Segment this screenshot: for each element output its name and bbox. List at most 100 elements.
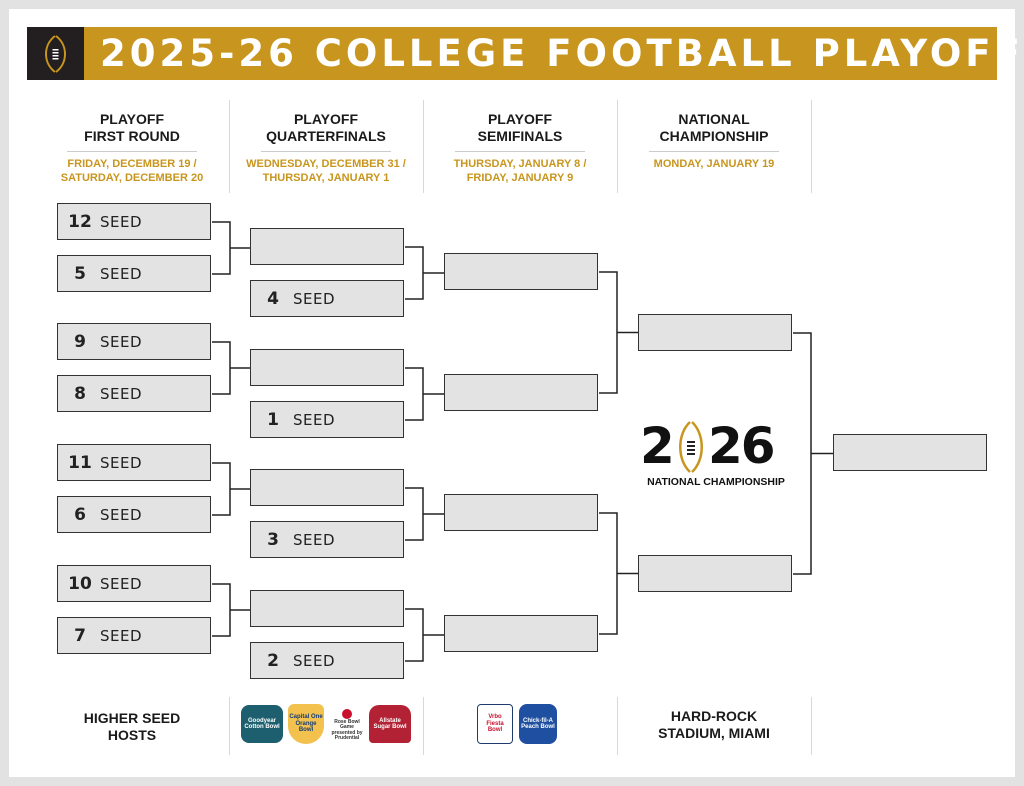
round-title-line: PLAYOFF <box>487 111 553 127</box>
bracket-connector <box>212 583 250 637</box>
seed-label: SEED <box>100 626 143 645</box>
round-header: PLAYOFF FIRST ROUND FRIDAY, DECEMBER 19 / S… <box>42 111 222 185</box>
seed-label: SEED <box>100 505 143 524</box>
bowl-name: Vrbo Fiesta Bowl <box>486 714 504 734</box>
bowl-name: Chick-fil-A Peach Bowl <box>521 717 555 731</box>
logo-subtitle: NATIONAL CHAMPIONSHIP <box>647 476 785 488</box>
round-title-line: SEMIFINALS <box>477 128 563 144</box>
seed-label: SEED <box>100 332 143 351</box>
bowl-name: Capital One Orange Bowl <box>289 714 323 734</box>
first-round-slot[interactable]: 8 SEED <box>57 375 211 412</box>
quarterfinals-slot[interactable] <box>250 228 404 265</box>
column-divider <box>423 697 424 755</box>
round-title: PLAYOFF SEMIFINALS <box>430 111 610 145</box>
bowl-name: Rose Bowl Game presented by Prudential <box>331 718 363 741</box>
championship-venue: HARD-ROCK STADIUM, MIAMI <box>624 708 804 742</box>
round-date-line: SATURDAY, DECEMBER 20 <box>60 172 204 184</box>
bracket-connector <box>405 487 444 541</box>
column-divider <box>811 697 812 755</box>
column-divider <box>617 697 618 755</box>
round-date-line: WEDNESDAY, DECEMBER 31 / <box>246 158 406 170</box>
semifinals-slot[interactable] <box>444 374 598 411</box>
bowl-name: Goodyear Cotton Bowl <box>244 717 280 731</box>
divider <box>67 151 197 152</box>
seed-number: 1 <box>267 409 279 430</box>
first-round-slot[interactable]: 5 SEED <box>57 255 211 292</box>
seed-number: 3 <box>267 529 279 550</box>
seed-label: SEED <box>100 212 143 231</box>
rose-bowl-logo: Rose Bowl Game presented by Prudential <box>328 703 366 747</box>
round-dates: FRIDAY, DECEMBER 19 / SATURDAY, DECEMBER … <box>42 157 222 185</box>
round-header: NATIONAL CHAMPIONSHIP MONDAY, JANUARY 19 <box>624 111 804 171</box>
seed-number: 4 <box>267 288 279 309</box>
first-round-venue: HIGHER SEED HOSTS <box>42 710 222 744</box>
column-divider <box>617 100 618 193</box>
quarterfinals-slot[interactable] <box>250 349 404 386</box>
seed-number: 9 <box>74 331 86 352</box>
seed-label: SEED <box>293 530 336 549</box>
first-round-slot[interactable]: 9 SEED <box>57 323 211 360</box>
bracket-connector <box>599 512 638 635</box>
round-date-line: MONDAY, JANUARY 19 <box>653 158 775 170</box>
round-title: NATIONAL CHAMPIONSHIP <box>624 111 804 145</box>
first-round-slot[interactable]: 11 SEED <box>57 444 211 481</box>
cfp-logo <box>27 27 84 80</box>
bracket-connector <box>405 367 444 421</box>
seed-number: 10 <box>68 573 92 594</box>
round-title: PLAYOFF QUARTERFINALS <box>236 111 416 145</box>
first-round-slot[interactable]: 10 SEED <box>57 565 211 602</box>
round-title-line: QUARTERFINALS <box>266 128 386 144</box>
cotton-bowl-logo: Goodyear Cotton Bowl <box>241 705 283 743</box>
round-dates: THURSDAY, JANUARY 8 / FRIDAY, JANUARY 9 <box>430 157 610 185</box>
football-trophy-icon <box>679 421 703 473</box>
semifinals-slot[interactable] <box>444 494 598 531</box>
venue-line: HOSTS <box>107 727 157 743</box>
quarterfinals-slot[interactable] <box>250 469 404 506</box>
championship-slot[interactable] <box>638 555 792 592</box>
seed-number: 7 <box>74 625 86 646</box>
round-title-line: PLAYOFF <box>293 111 359 127</box>
logo-year-left: 2 <box>640 417 675 475</box>
round-date-line: THURSDAY, JANUARY 1 <box>262 172 390 184</box>
divider <box>649 151 779 152</box>
first-round-slot[interactable]: 12 SEED <box>57 203 211 240</box>
bracket-connector <box>405 246 444 300</box>
bowl-name: Allstate Sugar Bowl <box>373 717 407 731</box>
semifinals-slot[interactable] <box>444 253 598 290</box>
seed-label: SEED <box>100 384 143 403</box>
title-year: 2025-26 <box>100 32 298 75</box>
quarterfinals-slot[interactable]: 2 SEED <box>250 642 404 679</box>
seed-number: 12 <box>68 211 92 232</box>
round-title-line: NATIONAL <box>678 111 750 127</box>
round-title-line: CHAMPIONSHIP <box>659 128 769 144</box>
quarterfinals-slot[interactable]: 4 SEED <box>250 280 404 317</box>
champion-slot[interactable] <box>833 434 987 471</box>
logo-year-right: 26 <box>708 417 776 475</box>
page-title: 2025-26 COLLEGE FOOTBALL PLAYOFF <box>100 27 1020 80</box>
quarterfinals-slot[interactable]: 3 SEED <box>250 521 404 558</box>
championship-slot[interactable] <box>638 314 792 351</box>
quarterfinals-slot[interactable] <box>250 590 404 627</box>
sugar-bowl-logo: Allstate Sugar Bowl <box>369 705 411 743</box>
rose-icon <box>342 708 352 719</box>
round-dates: WEDNESDAY, DECEMBER 31 / THURSDAY, JANUAR… <box>236 157 416 185</box>
first-round-slot[interactable]: 6 SEED <box>57 496 211 533</box>
column-divider <box>229 100 230 193</box>
seed-number: 11 <box>68 452 92 473</box>
round-title-line: FIRST ROUND <box>84 128 180 144</box>
peach-bowl-logo: Chick-fil-A Peach Bowl <box>519 704 557 744</box>
quarterfinals-slot[interactable]: 1 SEED <box>250 401 404 438</box>
column-divider <box>229 697 230 755</box>
first-round-slot[interactable]: 7 SEED <box>57 617 211 654</box>
bracket-connector <box>212 462 250 516</box>
semifinals-slot[interactable] <box>444 615 598 652</box>
round-dates: MONDAY, JANUARY 19 <box>624 157 804 171</box>
seed-number: 6 <box>74 504 86 525</box>
seed-number: 8 <box>74 383 86 404</box>
round-date-line: THURSDAY, JANUARY 8 / <box>453 158 587 170</box>
seed-label: SEED <box>293 651 336 670</box>
venue-line: HIGHER SEED <box>83 710 181 726</box>
divider <box>261 151 391 152</box>
seed-label: SEED <box>293 410 336 429</box>
cfp-football-trophy-icon <box>45 35 66 73</box>
